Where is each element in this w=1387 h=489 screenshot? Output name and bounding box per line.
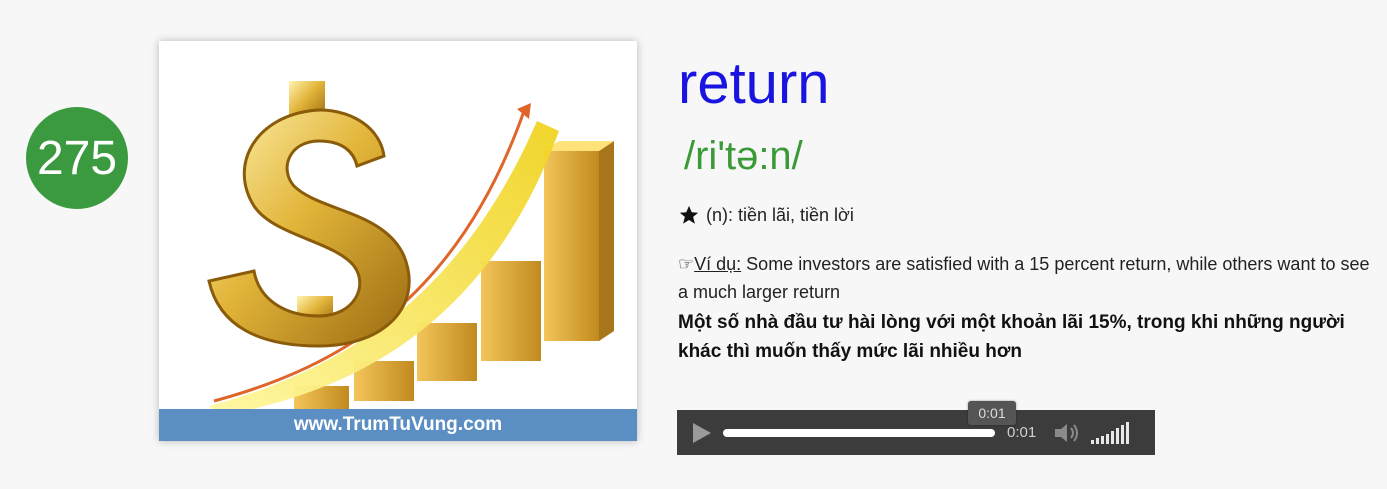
audio-player[interactable]: 0:01 — [677, 410, 1155, 455]
bar-chart-bars — [294, 141, 614, 409]
current-time: 0:01 — [1007, 424, 1037, 441]
pronunciation: /ri'tə:n/ — [684, 134, 803, 178]
example-label: Ví dụ: — [694, 254, 742, 274]
play-icon — [693, 422, 711, 443]
play-button[interactable] — [689, 420, 715, 446]
dollar-sign-icon — [207, 81, 411, 348]
progress-track[interactable] — [723, 429, 995, 437]
star-icon — [679, 205, 699, 224]
example-text: Some investors are satisfied with a 15 p… — [678, 254, 1370, 302]
vocabulary-word: return — [678, 51, 830, 116]
translation-text: Một số nhà đầu tư hài lòng với một khoản… — [678, 312, 1345, 362]
time-tooltip: 0:01 — [968, 401, 1016, 425]
dollar-growth-illustration — [207, 81, 614, 416]
word-index-badge: 275 — [26, 107, 128, 209]
definition-line: (n): tiền lãi, tiền lời — [678, 204, 854, 226]
volume-icon[interactable] — [1053, 421, 1083, 445]
pointing-hand-icon: ☞ — [678, 254, 695, 274]
example-sentence: ☞Ví dụ: Some investors are satisfied wit… — [678, 250, 1378, 306]
definition-text: (n): tiền lãi, tiền lời — [706, 204, 854, 225]
website-footer-label: www.TrumTuVung.com — [159, 409, 637, 441]
vocabulary-image-card: www.TrumTuVung.com — [159, 41, 637, 441]
volume-slider[interactable] — [1091, 422, 1129, 444]
